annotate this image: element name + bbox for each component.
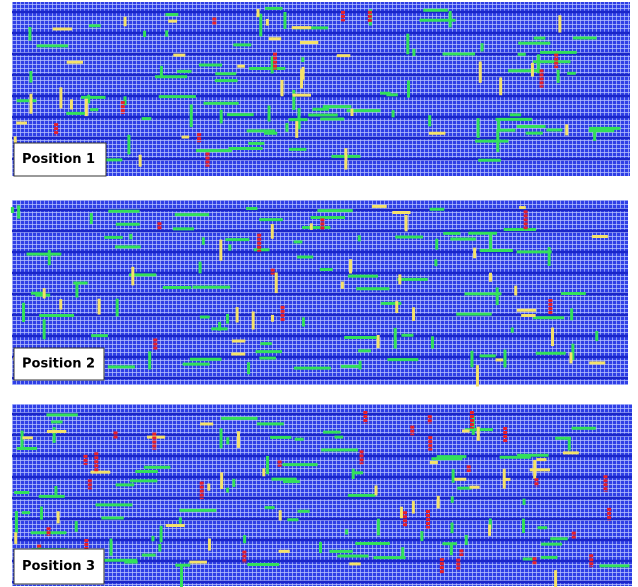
label-box (13, 142, 107, 177)
panel: Position 3 (12, 404, 632, 587)
panel-label: Position 2 (22, 357, 95, 372)
label-box (13, 347, 105, 381)
label-box (13, 548, 105, 585)
grid-background (12, 404, 632, 586)
grid-background (12, 2, 630, 176)
panel: Position 2 (10, 200, 628, 387)
panel-label: Position 1 (22, 152, 95, 167)
panel-label: Position 3 (22, 559, 95, 574)
panel: Position 1 (12, 2, 630, 177)
